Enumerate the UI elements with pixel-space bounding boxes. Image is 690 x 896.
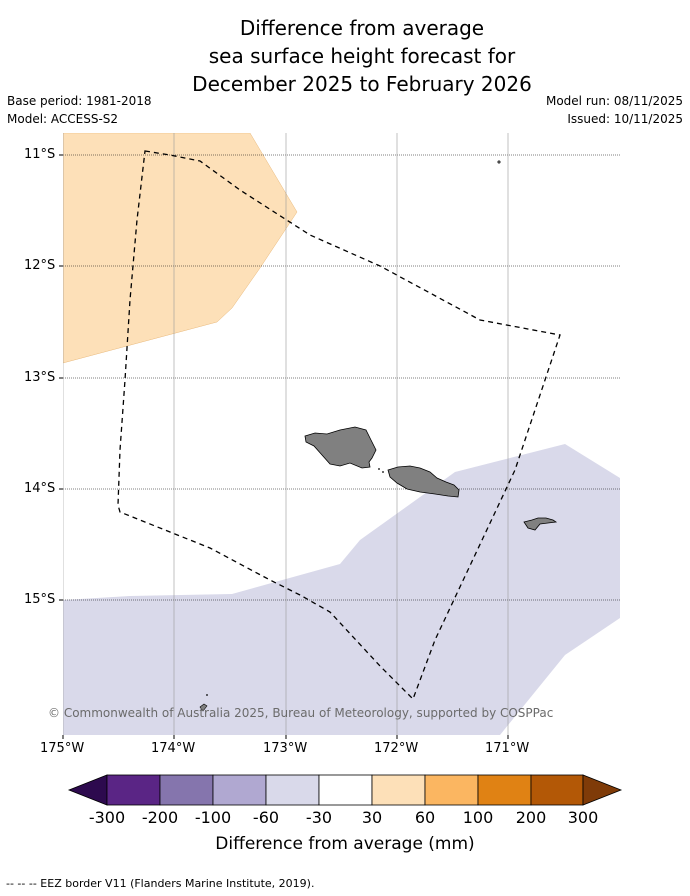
island-upolu: [387, 465, 460, 498]
lon-label-172w: 172°W: [374, 741, 419, 756]
islet-southwest: [206, 694, 208, 696]
island-savaii: [304, 426, 377, 469]
colorbar-bin-8: [477, 774, 532, 806]
island-tutuila: [523, 517, 558, 531]
title-line-2: sea surface height forecast for: [208, 44, 516, 68]
lon-label-175w: 175°W: [40, 741, 85, 756]
colorbar-label-30: 30: [361, 808, 383, 827]
colorbar-title: Difference from average (mm): [215, 834, 475, 854]
copyright-credit: © Commonwealth of Australia 2025, Bureau…: [48, 706, 554, 720]
lon-label-174w: 174°W: [151, 741, 196, 756]
colorbar-label-300: 300: [567, 808, 599, 827]
islet-manono: [382, 471, 384, 473]
colorbar-bin-6: [371, 774, 426, 806]
colorbar-bin-3: [212, 774, 267, 806]
lon-label-173w: 173°W: [263, 741, 308, 756]
island-southwest: [199, 703, 208, 712]
colorbar-label-60: 60: [414, 808, 436, 827]
colorbar-bin-7: [424, 774, 479, 806]
colorbar: [67, 774, 623, 806]
model-name: Model: ACCESS-S2: [7, 112, 119, 126]
colorbar-bin-5: [318, 774, 373, 806]
model-run: Model run: 08/11/2025: [545, 94, 683, 108]
positive-anomaly-zone: [63, 133, 298, 364]
lat-label-15s: 15°S: [24, 592, 56, 607]
colorbar-bin-9: [530, 774, 584, 806]
eez-footnote: -- -- -- EEZ border V11 (Flanders Marine…: [6, 877, 315, 890]
axis-ticks: [59, 154, 509, 739]
lat-label-14s: 14°S: [24, 481, 56, 496]
colorbar-label-neg30: -30: [305, 808, 333, 827]
colorbar-label-100: 100: [462, 808, 494, 827]
colorbar-label-200: 200: [515, 808, 547, 827]
title-line-3: December 2025 to February 2026: [192, 72, 532, 96]
gridlines: [63, 133, 620, 735]
base-period: Base period: 1981-2018: [7, 94, 152, 108]
lat-label-12s: 12°S: [24, 258, 56, 273]
colorbar-label-neg300: -300: [88, 808, 126, 827]
colorbar-label-neg60: -60: [252, 808, 280, 827]
negative-anomaly-zone: [63, 444, 620, 735]
colorbar-extend-high: [582, 774, 623, 806]
colorbar-bin-1: [106, 774, 161, 806]
island-small-north: [497, 160, 501, 164]
lon-label-171w: 171°W: [485, 741, 530, 756]
islet-apolima: [378, 468, 380, 470]
colorbar-bin-4: [265, 774, 320, 806]
colorbar-extend-low: [67, 774, 108, 806]
colorbar-label-neg100: -100: [194, 808, 232, 827]
lat-label-11s: 11°S: [24, 147, 56, 162]
colorbar-label-neg200: -200: [141, 808, 179, 827]
title-line-1: Difference from average: [239, 16, 485, 40]
colorbar-bin-2: [159, 774, 214, 806]
issued-date: Issued: 10/11/2025: [567, 112, 683, 126]
lat-label-13s: 13°S: [24, 370, 56, 385]
map-title: Difference from average sea surface heig…: [0, 14, 690, 98]
